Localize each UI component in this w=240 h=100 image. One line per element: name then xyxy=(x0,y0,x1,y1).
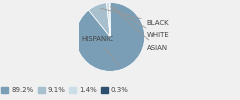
Text: HISPANIC: HISPANIC xyxy=(81,36,119,66)
Wedge shape xyxy=(109,2,110,37)
Wedge shape xyxy=(107,2,110,37)
Wedge shape xyxy=(89,3,110,37)
Text: ASIAN: ASIAN xyxy=(112,7,168,51)
Text: WHITE: WHITE xyxy=(111,7,169,38)
Wedge shape xyxy=(76,2,144,71)
Legend: 89.2%, 9.1%, 1.4%, 0.3%: 89.2%, 9.1%, 1.4%, 0.3% xyxy=(0,84,131,96)
Text: BLACK: BLACK xyxy=(101,8,169,26)
